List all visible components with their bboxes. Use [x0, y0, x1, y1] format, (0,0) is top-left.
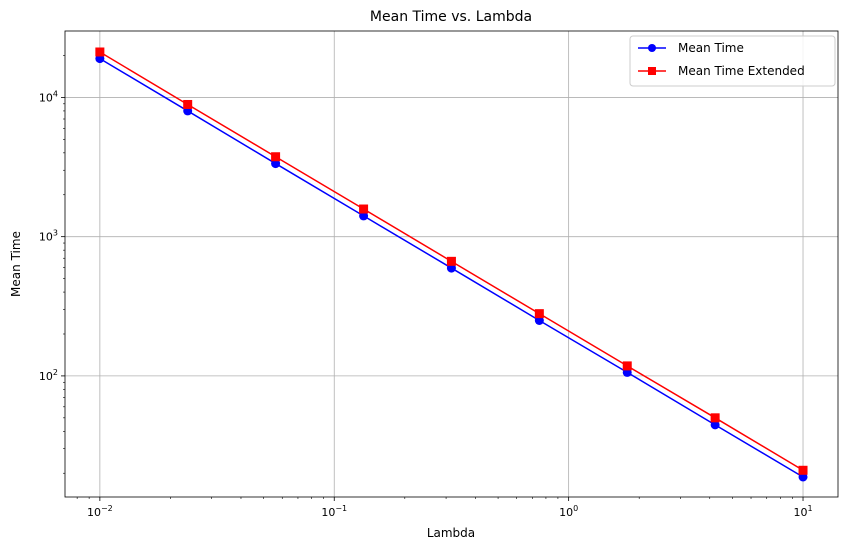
x-tick-label-base: 10: [321, 506, 335, 519]
x-tick-label-base: 10: [559, 506, 573, 519]
y-tick-label: 103: [39, 229, 58, 244]
grid-layer: [65, 31, 838, 497]
data-point-mean-time: [271, 159, 281, 169]
y-tick-label: 104: [39, 89, 58, 104]
y-tick-label-base: 10: [39, 91, 53, 104]
x-tick-label: 10−1: [321, 504, 347, 519]
y-tick-label-exponent: 4: [53, 89, 58, 98]
x-tick-label: 10−2: [87, 504, 113, 519]
y-axis-label: Mean Time: [9, 231, 23, 297]
y-tick-label-exponent: 3: [53, 229, 58, 238]
data-point-mean-time-extended: [622, 361, 632, 371]
x-tick-label: 101: [793, 504, 812, 519]
x-tick-label-exponent: −2: [101, 504, 113, 513]
data-point-mean-time-extended: [710, 413, 720, 423]
x-tick-label-base: 10: [87, 506, 101, 519]
legend-marker-mean-time-extended: [648, 67, 656, 75]
plot-frame: [64, 30, 839, 498]
data-point-mean-time: [534, 316, 544, 326]
x-axis-label: Lambda: [427, 526, 475, 540]
data-point-mean-time: [710, 420, 720, 430]
y-tick-label-base: 10: [39, 370, 53, 383]
x-tick-label: 100: [559, 504, 578, 519]
x-tick-label-base: 10: [793, 506, 807, 519]
y-tick-label: 102: [39, 368, 58, 383]
legend-marker-mean-time: [648, 44, 656, 52]
x-tick-label-exponent: 1: [807, 504, 812, 513]
legend-box: [629, 35, 836, 87]
legend-label-mean-time: Mean Time: [678, 41, 744, 55]
data-point-mean-time-extended: [271, 152, 281, 162]
y-tick-label-exponent: 2: [53, 368, 58, 377]
y-tick-label-base: 10: [39, 231, 53, 244]
chart-title: Mean Time vs. Lambda: [370, 9, 532, 25]
data-point-mean-time: [359, 211, 369, 221]
data-point-mean-time-extended: [534, 309, 544, 319]
data-point-mean-time-extended: [95, 47, 105, 57]
legend-label-mean-time-extended: Mean Time Extended: [678, 64, 805, 78]
data-point-mean-time-extended: [798, 465, 808, 475]
data-point-mean-time-extended: [359, 204, 369, 214]
data-point-mean-time-extended: [446, 256, 456, 266]
legend: Mean Time Mean Time Extended: [629, 35, 836, 87]
minor-ticks: [63, 55, 793, 499]
series-layer: [95, 47, 808, 482]
data-point-mean-time-extended: [183, 99, 193, 109]
x-tick-label-exponent: −1: [335, 504, 347, 513]
x-tick-label-exponent: 0: [573, 504, 578, 513]
